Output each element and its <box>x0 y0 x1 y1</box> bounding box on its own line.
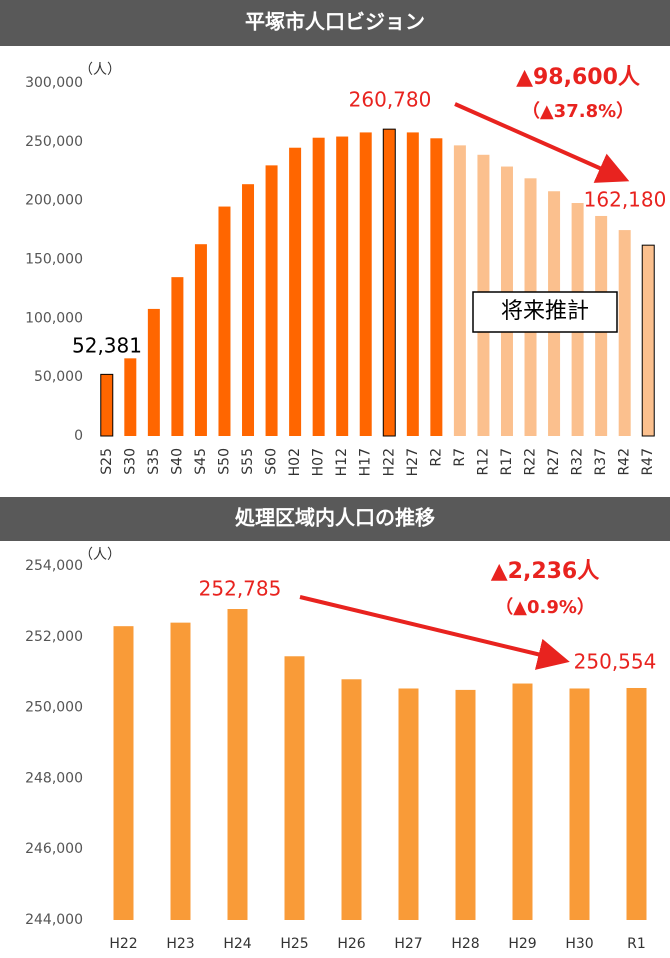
x-tick-label: S60 <box>264 448 280 475</box>
bar <box>227 609 248 920</box>
y-tick-label: 150,000 <box>25 252 83 268</box>
bar <box>569 688 590 920</box>
x-tick-label: S30 <box>122 448 138 475</box>
x-tick-label: H12 <box>334 448 350 476</box>
arrow <box>299 595 570 670</box>
annotation: ▲2,236人 <box>491 559 600 584</box>
x-tick-label: S55 <box>240 448 256 475</box>
x-tick-label: H22 <box>381 448 397 476</box>
x-tick-label: H29 <box>508 936 536 952</box>
value-label: 162,180 <box>584 188 667 212</box>
bar <box>312 137 325 436</box>
x-tick-label: H23 <box>166 936 194 952</box>
bar <box>341 679 362 920</box>
y-tick-label: 300,000 <box>25 75 83 91</box>
bar <box>626 687 647 920</box>
bar <box>406 132 419 437</box>
y-tick-label: 250,000 <box>25 700 83 716</box>
x-tick-label: R17 <box>499 448 515 476</box>
y-tick-label: 246,000 <box>25 841 83 857</box>
bar <box>100 373 114 437</box>
header-bar <box>0 497 670 541</box>
bar <box>171 277 184 436</box>
y-tick-label: 100,000 <box>25 310 83 326</box>
bar <box>170 622 191 920</box>
y-tick-label: 244,000 <box>25 912 83 928</box>
chart-title: 処理区域内人口の推移 <box>235 506 435 530</box>
x-tick-label: R37 <box>593 448 609 476</box>
bar <box>113 626 134 920</box>
annotation: 将来推計 <box>501 299 589 324</box>
bar <box>641 244 655 437</box>
x-tick-label: H02 <box>287 448 303 476</box>
x-tick-label: R2 <box>428 448 444 467</box>
chart-title: 平塚市人口ビジョン <box>245 10 425 34</box>
bar <box>265 165 278 436</box>
bar <box>382 128 396 437</box>
x-tick-label: H24 <box>223 936 251 952</box>
x-tick-label: S40 <box>169 448 185 475</box>
value-label: 250,554 <box>574 650 657 674</box>
x-tick-label: H30 <box>565 936 593 952</box>
x-tick-label: R32 <box>570 448 586 476</box>
y-tick-label: 0 <box>74 428 83 444</box>
arrow <box>454 102 630 183</box>
y-tick-label: 50,000 <box>34 369 83 385</box>
y-tick-label: 252,000 <box>25 629 83 645</box>
y-tick-label: 254,000 <box>25 558 83 574</box>
annotation: （▲37.8%） <box>522 101 634 122</box>
value-label: 252,785 <box>199 577 282 601</box>
x-tick-label: S45 <box>193 448 209 475</box>
x-tick-label: R42 <box>617 448 633 476</box>
x-tick-label: H27 <box>405 448 421 476</box>
value-label: 260,780 <box>349 88 432 112</box>
x-tick-label: R1 <box>627 936 646 952</box>
y-tick-label: 248,000 <box>25 770 83 786</box>
x-tick-label: H17 <box>358 448 374 476</box>
value-label: 52,381 <box>72 334 142 358</box>
bar <box>430 138 443 436</box>
bar <box>453 145 466 436</box>
x-tick-label: S35 <box>146 448 162 475</box>
annotation: ▲98,600人 <box>516 65 640 90</box>
y-tick-label: 200,000 <box>25 193 83 209</box>
x-tick-label: H25 <box>280 936 308 952</box>
annotation-box <box>472 291 618 333</box>
x-tick-label: R47 <box>640 448 656 476</box>
bar <box>242 184 255 436</box>
y-unit: （人） <box>79 547 121 563</box>
x-tick-label: H22 <box>109 936 137 952</box>
header-bar <box>0 0 670 46</box>
x-tick-label: H27 <box>394 936 422 952</box>
bar <box>618 230 631 436</box>
bar <box>455 689 476 920</box>
y-tick-label: 250,000 <box>25 134 83 150</box>
x-tick-label: H07 <box>311 448 327 476</box>
y-unit: （人） <box>79 62 121 78</box>
x-tick-label: R22 <box>523 448 539 476</box>
bar <box>284 656 305 920</box>
bar <box>194 244 207 436</box>
x-tick-label: H26 <box>337 936 365 952</box>
x-tick-label: R27 <box>546 448 562 476</box>
x-tick-label: H28 <box>451 936 479 952</box>
bar <box>398 688 419 920</box>
x-tick-label: S50 <box>216 448 232 475</box>
bar <box>512 683 533 920</box>
x-tick-label: R7 <box>452 448 468 467</box>
bar <box>147 308 160 436</box>
bar <box>359 132 372 437</box>
x-tick-label: S25 <box>99 448 115 475</box>
annotation: （▲0.9%） <box>495 597 595 618</box>
bar <box>336 136 349 436</box>
bar <box>289 147 302 436</box>
x-tick-label: R12 <box>475 448 491 476</box>
bar <box>124 358 137 436</box>
bar <box>218 206 231 436</box>
